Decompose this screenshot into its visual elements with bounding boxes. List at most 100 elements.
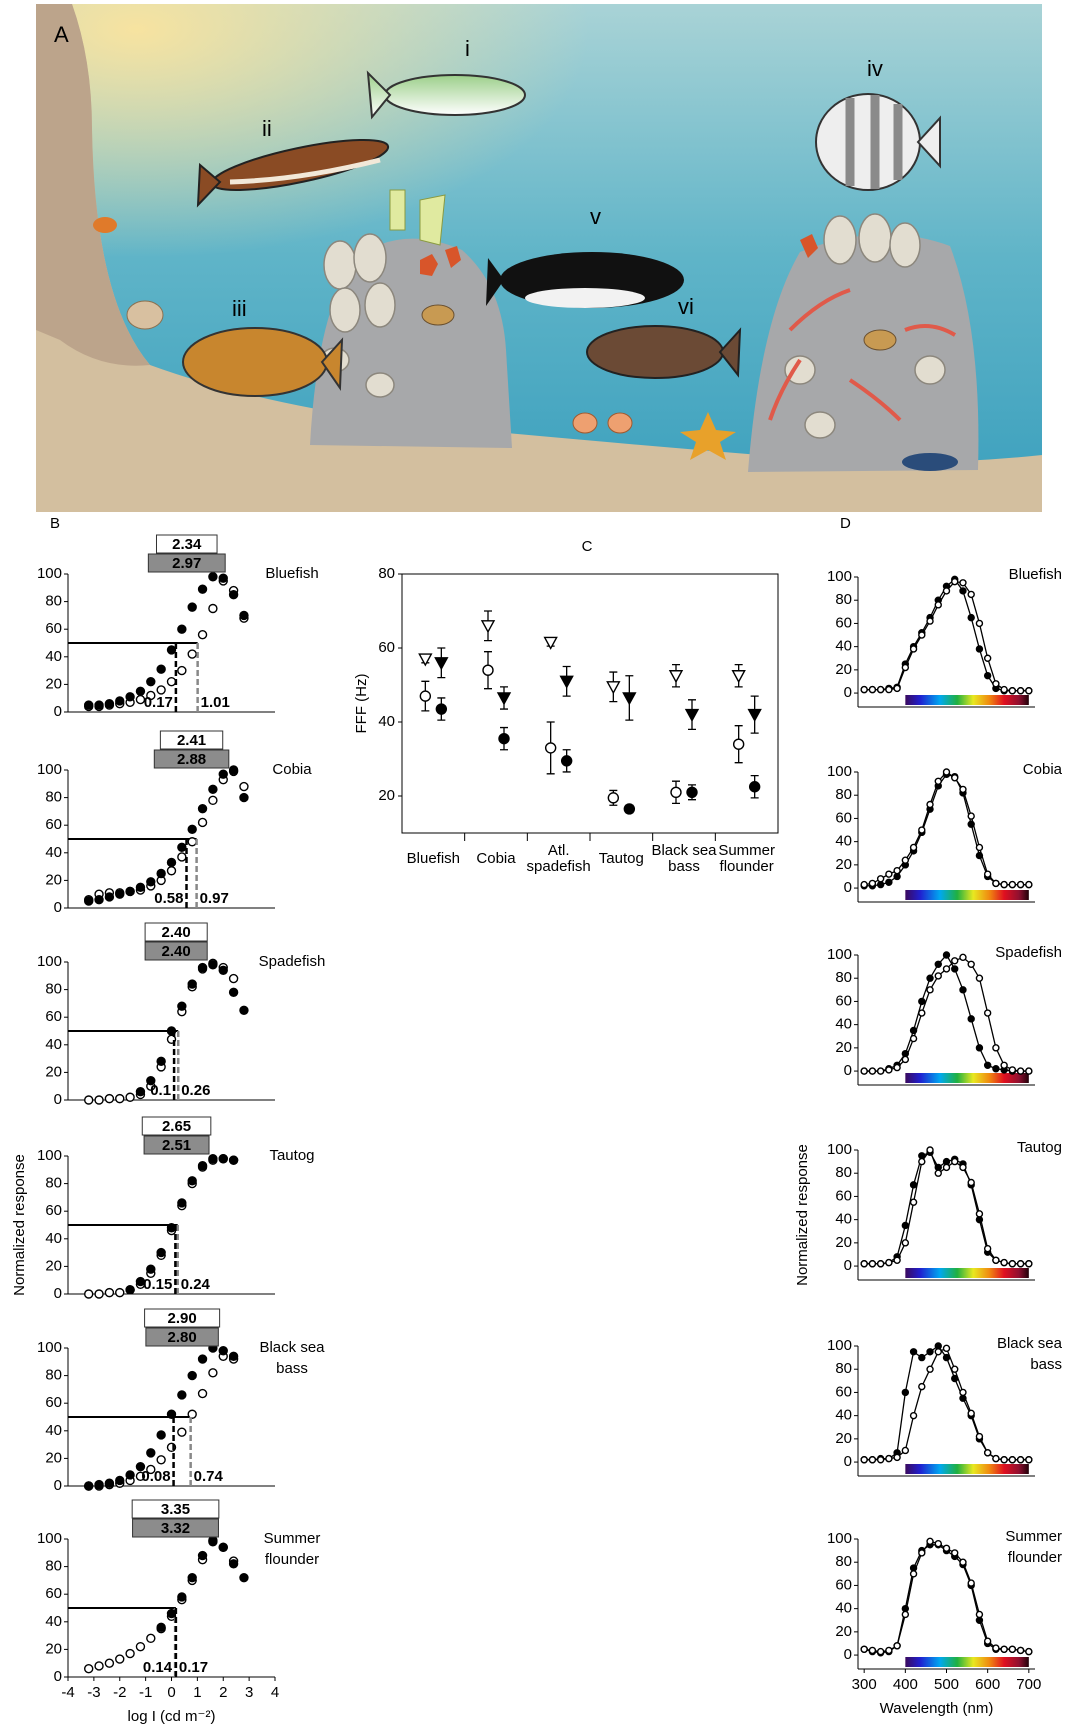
marker xyxy=(992,879,1000,888)
marker xyxy=(146,690,156,701)
fish-label: ii xyxy=(262,116,272,141)
y-tick-label: 100 xyxy=(37,1339,62,1356)
x-tick-label: 700 xyxy=(1016,1676,1041,1693)
y-axis-label: Normalized response xyxy=(794,1144,811,1286)
dynamic-range-label: 2.97 xyxy=(172,555,201,572)
marker xyxy=(208,572,218,582)
y-tick-label: 40 xyxy=(835,1211,852,1228)
marker xyxy=(1025,1456,1033,1464)
marker xyxy=(951,1157,959,1166)
marker xyxy=(1025,1260,1033,1268)
marker xyxy=(951,774,959,782)
chart-title: flounder xyxy=(1008,1549,1062,1566)
marker xyxy=(146,676,156,687)
marker xyxy=(104,892,115,902)
y-tick-label: 80 xyxy=(45,981,62,998)
fish-tail xyxy=(366,70,392,120)
y-tick-label: 20 xyxy=(45,1640,62,1657)
marker xyxy=(885,1454,893,1463)
marker xyxy=(83,1289,94,1299)
marker xyxy=(177,665,187,676)
marker xyxy=(959,1558,967,1566)
half-saturation-label: 0.24 xyxy=(181,1276,211,1293)
marker xyxy=(94,700,104,710)
dynamic-range-box xyxy=(132,1518,219,1538)
marker xyxy=(876,1067,885,1075)
marker xyxy=(983,654,992,662)
dynamic-range-box xyxy=(144,941,208,961)
marker xyxy=(83,700,94,710)
marker xyxy=(934,601,942,609)
dynamic-range-label: 2.40 xyxy=(162,924,191,941)
dynamic-range-label: 3.32 xyxy=(161,1520,190,1537)
panel-label: A xyxy=(54,22,69,47)
dynamic-range-label: 2.65 xyxy=(162,1118,191,1135)
dynamic-range-box xyxy=(159,730,224,750)
marker xyxy=(909,1348,918,1356)
marker xyxy=(992,680,1000,688)
marker xyxy=(559,675,574,689)
marker xyxy=(115,889,125,899)
y-tick-label: 20 xyxy=(835,1430,852,1447)
marker xyxy=(748,781,761,793)
y-tick-label: 80 xyxy=(45,593,62,610)
marker xyxy=(926,974,934,982)
marker xyxy=(435,703,448,715)
marker xyxy=(166,866,177,876)
marker xyxy=(909,1570,918,1578)
marker xyxy=(197,1354,208,1364)
scene: A i ii iii iv v vi xyxy=(36,4,1042,512)
y-tick-label: 40 xyxy=(45,1230,62,1247)
x-tick-label: Bluefish xyxy=(407,850,460,867)
marker xyxy=(885,685,893,694)
marker xyxy=(926,1348,934,1356)
marker xyxy=(959,986,967,994)
y-tick-label: 40 xyxy=(835,1407,852,1424)
spectrum-bar xyxy=(905,1268,1029,1278)
marker xyxy=(967,1178,975,1187)
chart-title: Summer xyxy=(1005,1528,1062,1545)
marker xyxy=(208,1535,218,1546)
y-tick-label: 40 xyxy=(45,844,62,861)
marker xyxy=(482,664,494,676)
marker xyxy=(146,1075,156,1086)
half-saturation-label: 0.14 xyxy=(143,1659,173,1676)
shell xyxy=(126,300,164,330)
marker xyxy=(893,872,901,881)
dynamic-range-label: 2.34 xyxy=(172,536,202,553)
dynamic-range-label: 2.41 xyxy=(177,732,206,749)
marker xyxy=(239,1572,249,1583)
x-tick-label: Tautog xyxy=(599,850,644,867)
y-tick-label: 100 xyxy=(827,946,852,963)
fish-stripe xyxy=(845,95,903,189)
marker xyxy=(901,1221,910,1230)
dynamic-range-label: 2.40 xyxy=(162,943,191,960)
marker xyxy=(218,1346,228,1356)
marker xyxy=(942,1163,951,1172)
marker xyxy=(208,784,218,795)
marker xyxy=(156,1056,166,1067)
marker xyxy=(197,962,208,973)
y-tick-label: 60 xyxy=(835,809,852,826)
marker xyxy=(901,1446,910,1455)
marker xyxy=(860,1067,868,1075)
marker xyxy=(1000,685,1008,694)
y-tick-label: 80 xyxy=(45,1175,62,1192)
marker xyxy=(918,1353,926,1362)
marker xyxy=(983,1637,992,1645)
crab xyxy=(863,329,897,351)
marker xyxy=(125,1285,135,1295)
chart-title: Cobia xyxy=(272,761,312,778)
marker xyxy=(893,684,901,693)
series-line xyxy=(864,1345,1029,1461)
y-tick-label: 40 xyxy=(835,1600,852,1617)
marker xyxy=(901,1610,910,1619)
y-tick-label: 0 xyxy=(844,879,852,896)
y-tick-label: 0 xyxy=(54,703,62,720)
marker xyxy=(606,681,621,695)
chart-title: bass xyxy=(1030,1356,1062,1373)
dynamic-range-box xyxy=(141,1116,212,1136)
marker xyxy=(992,1256,1000,1264)
fish-label: v xyxy=(590,204,601,229)
series-line xyxy=(864,771,1029,886)
